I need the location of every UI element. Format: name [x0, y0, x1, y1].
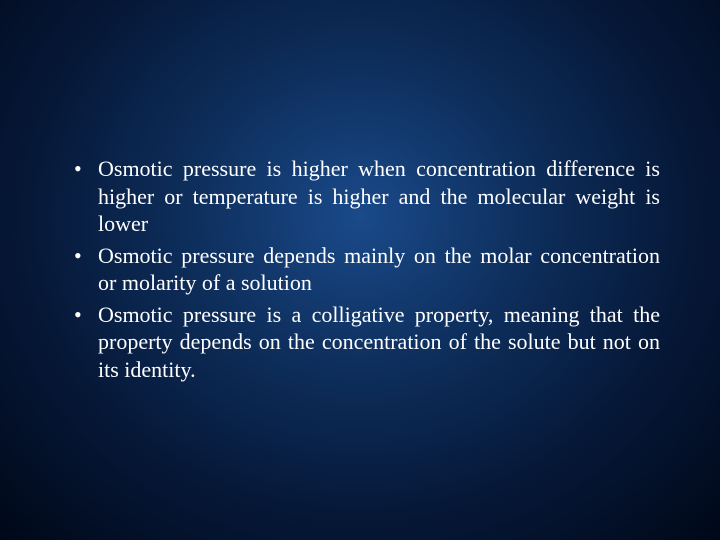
- bullet-item: • Osmotic pressure is a colligative prop…: [70, 301, 660, 384]
- slide-content: • Osmotic pressure is higher when concen…: [70, 155, 660, 387]
- bullet-marker: •: [70, 155, 98, 238]
- bullet-text: Osmotic pressure is a colligative proper…: [98, 301, 660, 384]
- bullet-item: • Osmotic pressure depends mainly on the…: [70, 242, 660, 297]
- bullet-marker: •: [70, 242, 98, 297]
- bullet-text: Osmotic pressure depends mainly on the m…: [98, 242, 660, 297]
- bullet-item: • Osmotic pressure is higher when concen…: [70, 155, 660, 238]
- bullet-text: Osmotic pressure is higher when concentr…: [98, 155, 660, 238]
- bullet-marker: •: [70, 301, 98, 384]
